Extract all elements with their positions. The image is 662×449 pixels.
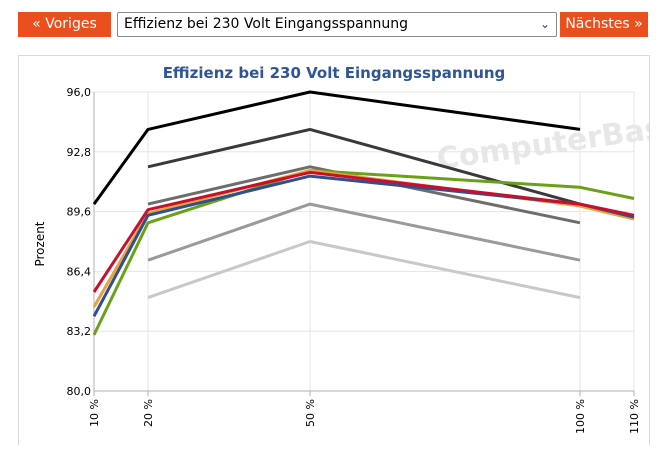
series-line-7 (92, 169, 635, 308)
y-tick-label: 92,8 (67, 146, 92, 159)
series-line-2 (147, 127, 581, 206)
x-tick-label: 20 % (142, 399, 155, 427)
tick-labels: 80,0 83,2 86,4 89,6 92,8 96,0 10 % 20 % 50 % 100 … (67, 86, 642, 434)
series-line-1 (92, 90, 581, 205)
chart-frame: Effizienz bei 230 Volt Eingangsspannung … (18, 55, 662, 445)
chart-select-value: Effizienz bei 230 Volt Eingangsspannung (124, 16, 409, 32)
y-tick-label: 89,6 (67, 206, 92, 219)
y-tick-label: 96,0 (67, 86, 92, 99)
chart-title: Effizienz bei 230 Volt Eingangsspannung (163, 64, 506, 82)
x-tick-label: 100 % (574, 399, 587, 434)
chevron-down-icon: ⌄ (539, 17, 550, 31)
y-tick-label: 83,2 (67, 325, 92, 338)
chart-select[interactable]: Effizienz bei 230 Volt Eingangsspannung … (117, 12, 557, 37)
next-button[interactable]: Nächstes » (560, 12, 648, 37)
series-line-3 (147, 165, 581, 225)
x-tick-label: 110 % (628, 399, 641, 434)
series-line-5 (147, 240, 581, 300)
x-tick-label: 50 % (304, 399, 317, 427)
x-tick-label: 10 % (88, 399, 101, 427)
y-axis-label: Prozent (33, 221, 47, 266)
axes (93, 92, 635, 396)
y-tick-label: 86,4 (67, 265, 92, 278)
toolbar: « Voriges Effizienz bei 230 Volt Eingang… (0, 0, 662, 42)
previous-button[interactable]: « Voriges (18, 12, 111, 37)
watermark-logo: ComputerBase (435, 108, 649, 177)
series-line-4 (147, 202, 581, 262)
series-line-9 (92, 170, 635, 293)
series-lines (92, 90, 635, 336)
efficiency-chart: Effizienz bei 230 Volt Eingangsspannung … (33, 64, 662, 434)
y-tick-label: 80,0 (67, 385, 92, 398)
